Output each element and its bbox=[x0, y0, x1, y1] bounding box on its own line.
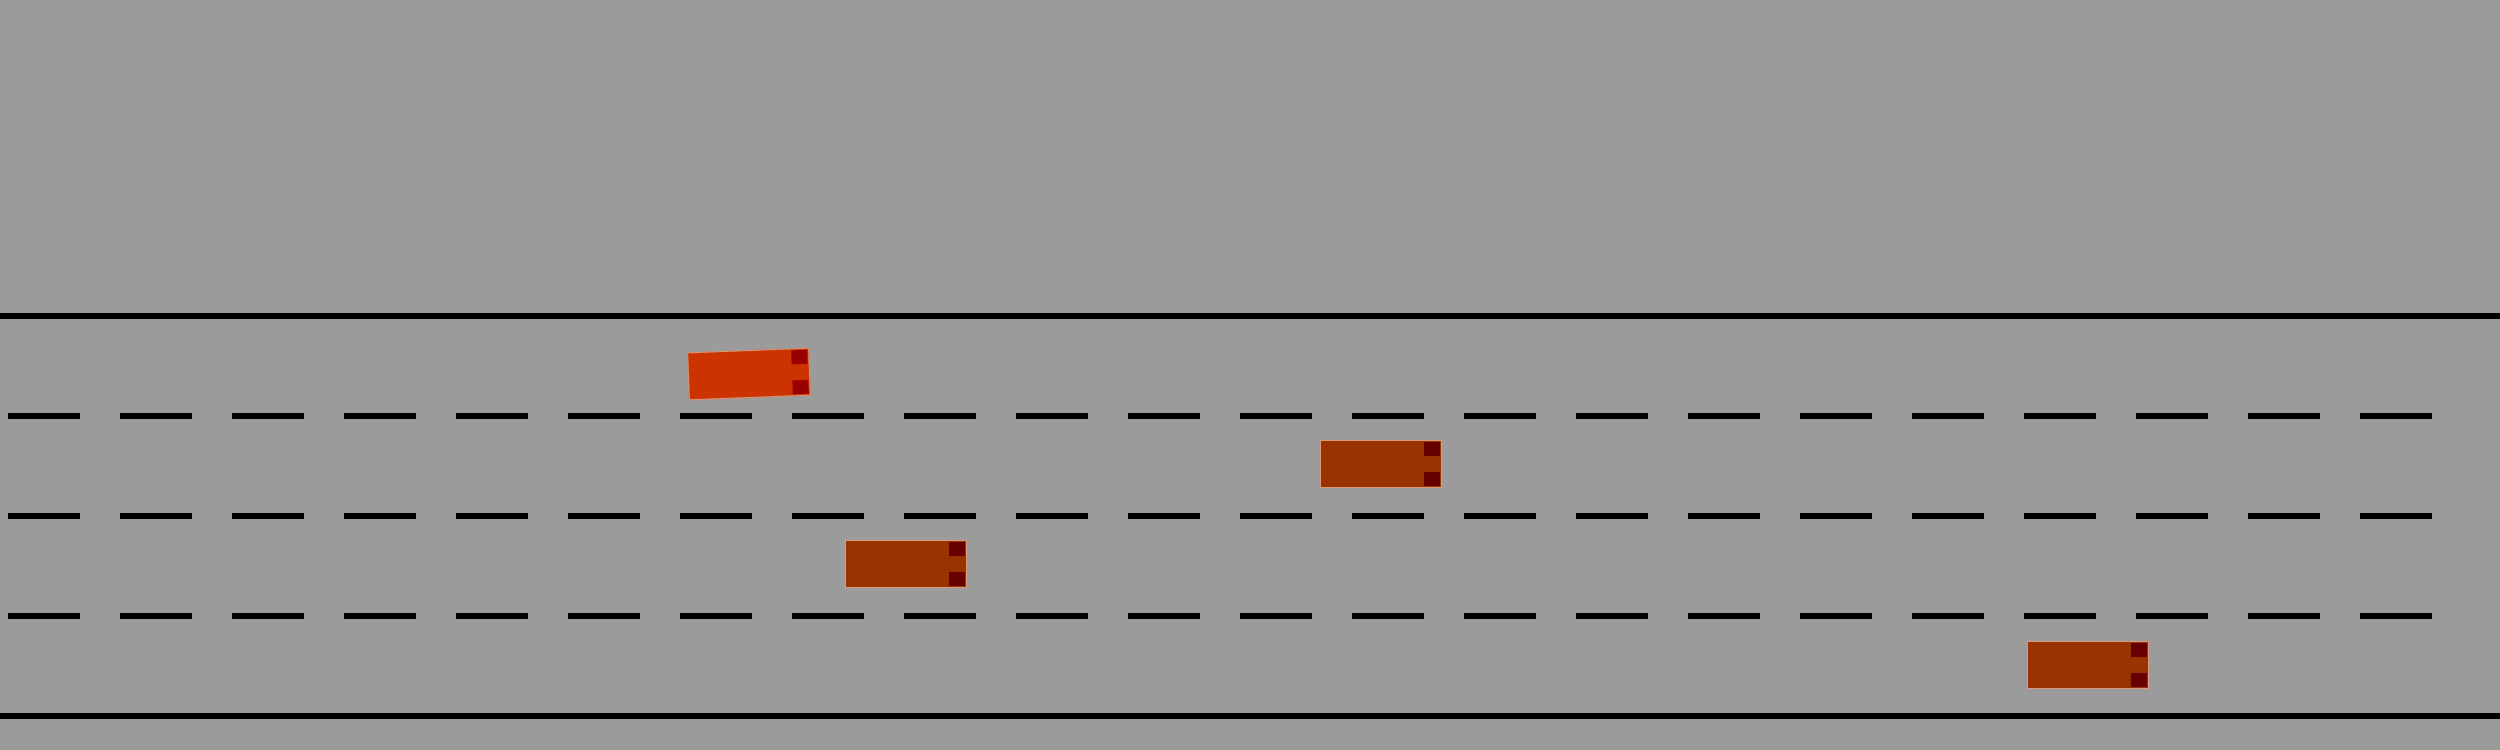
road-edge-top bbox=[0, 313, 2500, 319]
lane-divider-3 bbox=[0, 613, 2500, 619]
headlight-icon bbox=[2131, 643, 2147, 657]
headlight-icon bbox=[1424, 442, 1440, 456]
vehicle-3 bbox=[2027, 641, 2149, 689]
headlight-icon bbox=[1424, 472, 1440, 486]
vehicle-2 bbox=[845, 540, 967, 588]
headlight-icon bbox=[791, 350, 808, 365]
headlight-icon bbox=[949, 542, 965, 556]
lane-divider-1 bbox=[0, 413, 2500, 419]
ego-vehicle bbox=[687, 348, 811, 401]
headlight-icon bbox=[2131, 673, 2147, 687]
vehicle-1 bbox=[1320, 440, 1442, 488]
headlight-icon bbox=[792, 380, 809, 395]
lane-divider-2 bbox=[0, 513, 2500, 519]
headlight-icon bbox=[949, 572, 965, 586]
road-edge-bottom bbox=[0, 713, 2500, 719]
